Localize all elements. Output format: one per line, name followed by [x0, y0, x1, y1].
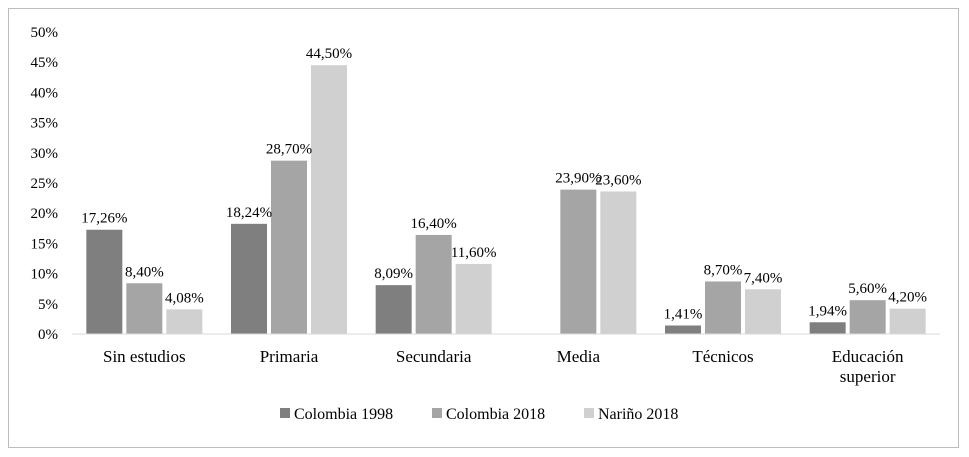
bar: [809, 322, 846, 334]
data-label: 7,40%: [744, 270, 783, 286]
y-tick-label: 15%: [31, 236, 59, 252]
legend-swatch: [432, 408, 442, 418]
y-tick-label: 50%: [31, 25, 59, 41]
data-label: 16,40%: [411, 216, 457, 232]
category-label: Sin estudios: [103, 347, 186, 366]
legend-label: Nariño 2018: [598, 406, 678, 423]
x-axis: Sin estudios Primaria Secundaria Media Técni…: [72, 333, 940, 386]
legend-swatch: [584, 408, 594, 418]
bar: [375, 285, 412, 334]
data-label: 8,70%: [704, 262, 743, 278]
data-label: 1,41%: [664, 306, 703, 322]
data-label: 8,09%: [374, 266, 413, 282]
data-label: 11,60%: [451, 245, 497, 261]
category-label: superior: [840, 367, 896, 386]
bar: [705, 281, 741, 334]
category-label: Media: [557, 347, 601, 366]
bar: [455, 263, 492, 334]
data-label: 23,90%: [555, 171, 601, 187]
bar: [166, 309, 203, 334]
bar: [665, 325, 701, 334]
y-tick-label: 45%: [31, 55, 59, 71]
bar: [271, 160, 307, 334]
legend-label: Colombia 2018: [446, 406, 545, 423]
bar: [231, 223, 267, 334]
bar: [849, 300, 886, 334]
data-label: 4,08%: [165, 290, 204, 306]
y-tick-label: 40%: [31, 85, 59, 101]
legend-label: Colombia 1998: [294, 406, 393, 423]
data-labels: 17,26% 8,40%4,08% 18,24% 28,70% 44,50% 8,09% 1…: [81, 46, 927, 322]
y-tick-label: 0%: [38, 327, 58, 343]
data-label: 5,60%: [848, 281, 887, 297]
category-label: Secundaria: [396, 347, 472, 366]
data-label: 18,24%: [226, 205, 272, 221]
data-label: 23,60%: [595, 172, 641, 188]
bar: [560, 189, 597, 334]
legend-swatch: [280, 408, 290, 418]
y-tick-label: 25%: [31, 176, 59, 192]
bar: [600, 191, 637, 334]
category-label: Educación: [832, 347, 904, 366]
bar: [311, 65, 347, 334]
data-label: 4,20%: [888, 290, 927, 306]
bar: [415, 234, 452, 334]
y-tick-label: 30%: [31, 146, 59, 162]
bar: [86, 229, 123, 334]
category-label: Técnicos: [692, 347, 753, 366]
data-label: 44,50%: [306, 46, 352, 62]
y-tick-label: 10%: [31, 267, 59, 283]
bars: [86, 65, 926, 334]
data-label: 1,94%: [808, 303, 847, 319]
data-label: 28,70%: [266, 142, 312, 158]
y-tick-label: 20%: [31, 206, 59, 222]
legend: Colombia 1998 Colombia 2018 Nariño 2018: [280, 406, 678, 423]
y-axis: 0% 5% 10% 15% 20% 25% 30% 35% 40% 45% 50%: [31, 25, 59, 343]
data-label: 8,40%: [125, 264, 164, 280]
bar: [745, 289, 781, 334]
bar: [889, 308, 926, 334]
bar: [126, 283, 163, 334]
y-tick-label: 35%: [31, 116, 59, 132]
data-label: 17,26%: [81, 211, 127, 227]
y-tick-label: 5%: [38, 297, 58, 313]
chart-frame: [8, 8, 959, 448]
category-label: Primaria: [260, 347, 319, 366]
